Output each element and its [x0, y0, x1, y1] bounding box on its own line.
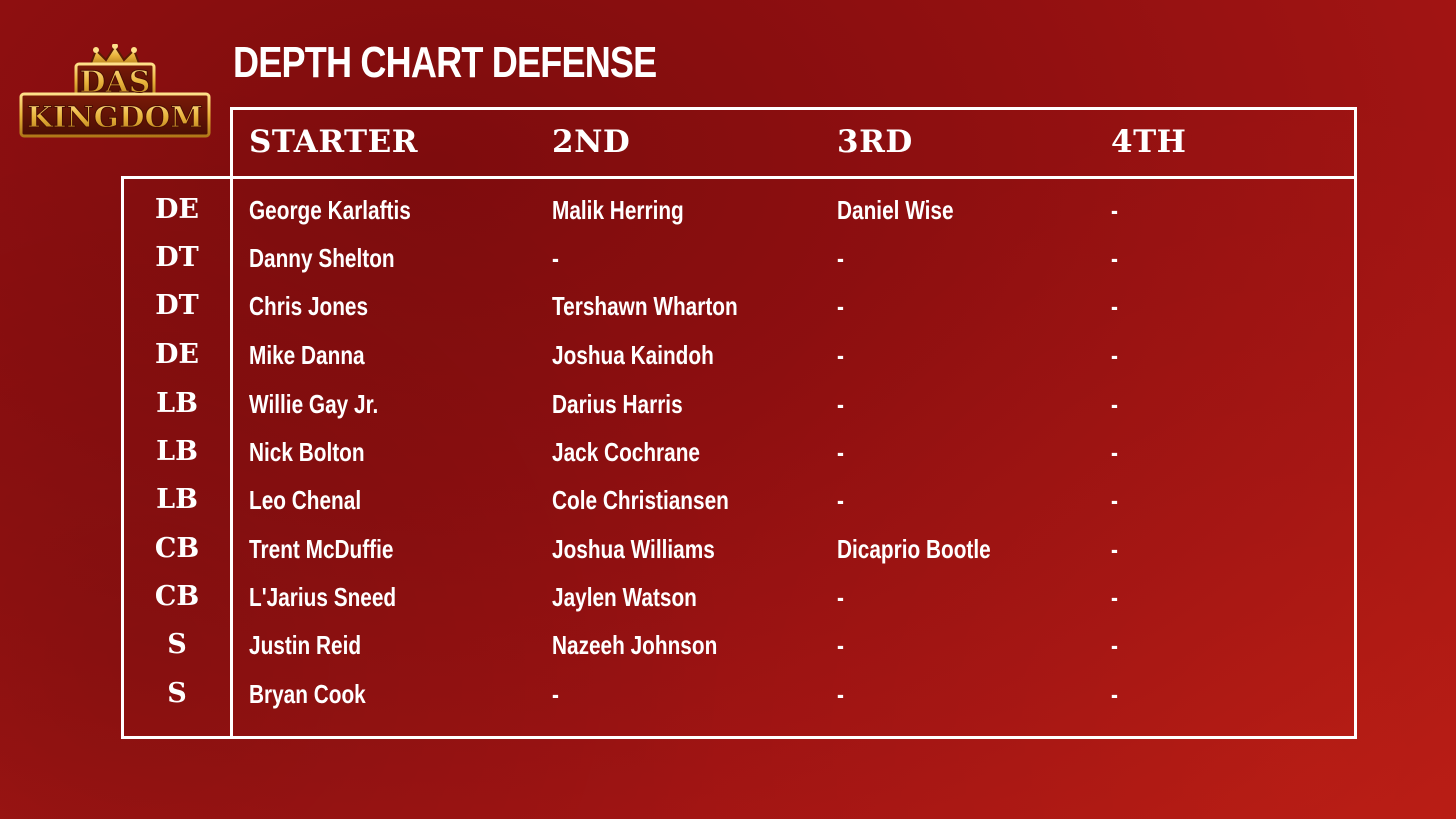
second-cell: Jaylen Watson	[552, 582, 697, 612]
position-label: DE	[155, 194, 199, 225]
fourth-cell: -	[1111, 291, 1118, 321]
position-column-divider	[230, 107, 233, 739]
second-cell: Nazeeh Johnson	[552, 630, 718, 660]
starter-cell: Trent McDuffie	[249, 534, 394, 564]
third-cell: -	[837, 291, 844, 321]
starter-cell: Chris Jones	[249, 291, 369, 321]
position-label: S	[167, 678, 187, 709]
position-label: LB	[156, 388, 198, 419]
fourth-cell: -	[1111, 630, 1118, 660]
fourth-cell: -	[1111, 437, 1118, 467]
fourth-cell: -	[1111, 195, 1118, 225]
third-cell: Daniel Wise	[837, 195, 954, 225]
fourth-cell: -	[1111, 389, 1118, 419]
page-title: DEPTH CHART DEFENSE	[233, 38, 657, 87]
starter-cell: Mike Danna	[249, 340, 365, 370]
table-border-left	[121, 176, 124, 739]
position-label: LB	[156, 436, 198, 467]
starter-cell: Danny Shelton	[249, 243, 395, 273]
third-cell: -	[837, 630, 844, 660]
header-fourth: 4TH	[1111, 124, 1187, 160]
svg-text:DAS: DAS	[80, 65, 151, 100]
table-row: DT Chris Jones Tershawn Wharton - -	[124, 282, 1354, 330]
second-cell: Joshua Kaindoh	[552, 340, 714, 370]
second-cell: Jack Cochrane	[552, 437, 700, 467]
third-cell: Dicaprio Bootle	[837, 534, 991, 564]
third-cell: -	[837, 437, 844, 467]
header-divider	[121, 176, 1357, 179]
table-border-bottom	[121, 736, 1357, 739]
fourth-cell: -	[1111, 340, 1118, 370]
fourth-cell: -	[1111, 243, 1118, 273]
starter-cell: Leo Chenal	[249, 485, 362, 515]
table-row: S Justin Reid Nazeeh Johnson - -	[124, 621, 1354, 669]
fourth-cell: -	[1111, 485, 1118, 515]
position-label: CB	[154, 581, 200, 612]
fourth-cell: -	[1111, 582, 1118, 612]
table-row: S Bryan Cook - - -	[124, 670, 1354, 718]
header-second: 2ND	[552, 124, 631, 160]
starter-cell: Willie Gay Jr.	[249, 389, 379, 419]
starter-cell: George Karlaftis	[249, 195, 411, 225]
third-cell: -	[837, 582, 844, 612]
second-cell: Cole Christiansen	[552, 485, 729, 515]
position-label: CB	[154, 533, 200, 564]
position-label: LB	[156, 484, 198, 515]
starter-cell: Bryan Cook	[249, 679, 366, 709]
table-border-top	[230, 107, 1357, 110]
starter-cell: Nick Bolton	[249, 437, 365, 467]
second-cell: Darius Harris	[552, 389, 683, 419]
position-label: DT	[155, 290, 199, 321]
table-row: DT Danny Shelton - - -	[124, 234, 1354, 282]
das-kingdom-logo: DAS KINGDOM	[18, 44, 212, 140]
table-row: CB L'Jarius Sneed Jaylen Watson - -	[124, 573, 1354, 621]
second-cell: -	[552, 243, 559, 273]
table-row: LB Leo Chenal Cole Christiansen - -	[124, 476, 1354, 524]
fourth-cell: -	[1111, 534, 1118, 564]
position-label: S	[167, 629, 187, 660]
second-cell: Tershawn Wharton	[552, 291, 738, 321]
table-row: CB Trent McDuffie Joshua Williams Dicapr…	[124, 525, 1354, 573]
starter-cell: Justin Reid	[249, 630, 362, 660]
header-starter: STARTER	[249, 124, 418, 160]
second-cell: Malik Herring	[552, 195, 684, 225]
position-label: DT	[155, 242, 199, 273]
table-row: LB Willie Gay Jr. Darius Harris - -	[124, 380, 1354, 428]
table-border-right	[1354, 107, 1357, 739]
third-cell: -	[837, 485, 844, 515]
third-cell: -	[837, 243, 844, 273]
header-third: 3RD	[837, 124, 913, 160]
fourth-cell: -	[1111, 679, 1118, 709]
third-cell: -	[837, 679, 844, 709]
third-cell: -	[837, 389, 844, 419]
table-row: LB Nick Bolton Jack Cochrane - -	[124, 428, 1354, 476]
starter-cell: L'Jarius Sneed	[249, 582, 397, 612]
svg-text:KINGDOM: KINGDOM	[27, 100, 203, 134]
third-cell: -	[837, 340, 844, 370]
table-row: DE Mike Danna Joshua Kaindoh - -	[124, 331, 1354, 379]
second-cell: -	[552, 679, 559, 709]
table-row: DE George Karlaftis Malik Herring Daniel…	[124, 186, 1354, 234]
second-cell: Joshua Williams	[552, 534, 715, 564]
position-label: DE	[155, 339, 199, 370]
